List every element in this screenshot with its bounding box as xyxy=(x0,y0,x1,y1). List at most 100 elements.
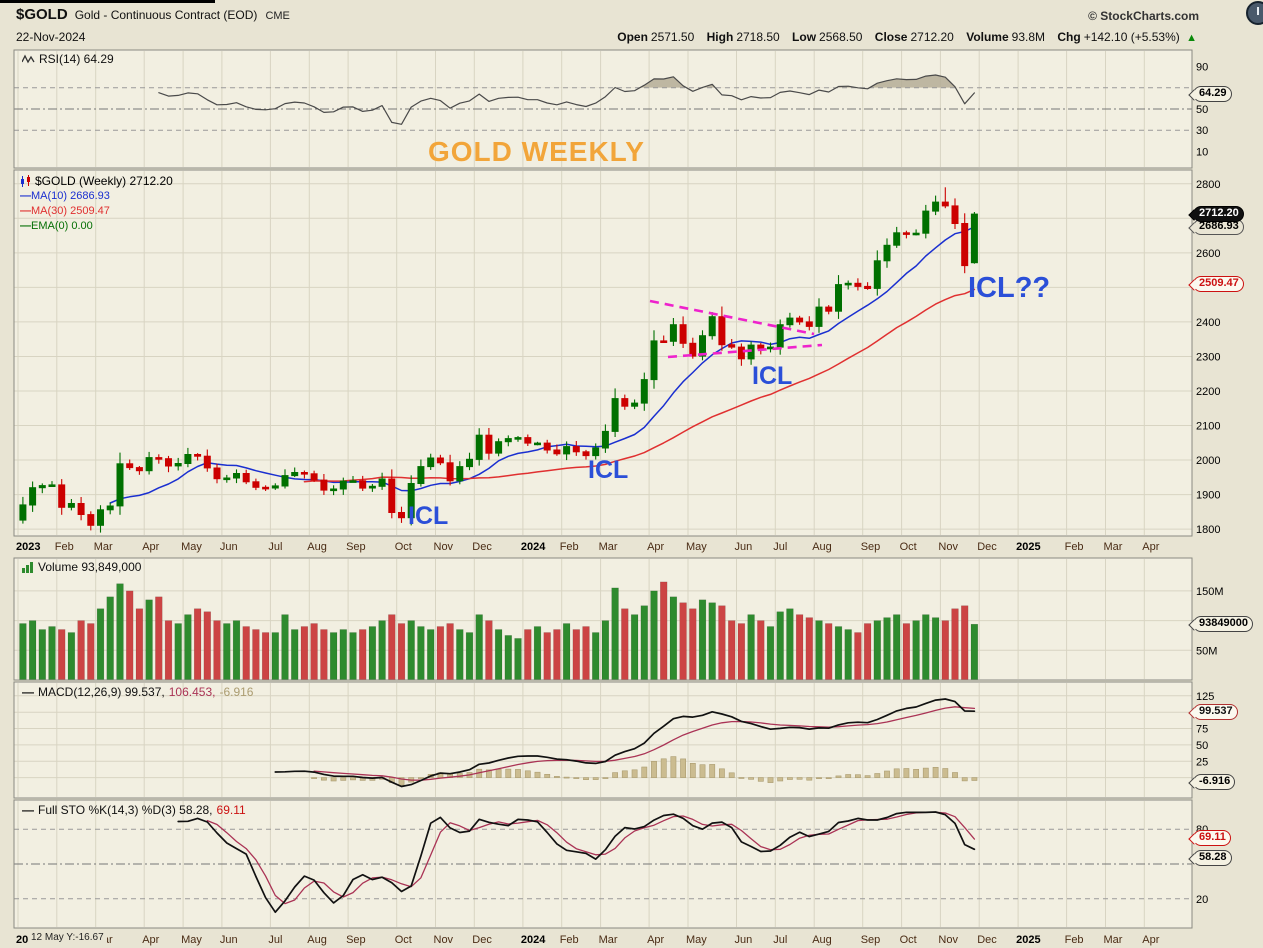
volume-value-callout: 93849000 xyxy=(1193,616,1253,632)
month-label: Jul xyxy=(773,934,787,946)
icl-annotation-jul-2024: ICL xyxy=(752,362,793,390)
price-tick-label: 1900 xyxy=(1196,490,1220,502)
stockcharts-credit: © StockCharts.com xyxy=(1088,9,1199,23)
price-tick-label: 2100 xyxy=(1196,421,1220,433)
month-label: Sep xyxy=(346,934,366,946)
price-main-label: $GOLD (Weekly) 2712.20 xyxy=(20,174,173,189)
icl-question-annotation: ICL?? xyxy=(968,272,1051,304)
corner-widget-icon[interactable] xyxy=(1246,1,1263,25)
sto-panel-border xyxy=(13,799,1193,929)
macd-tick-label: 75 xyxy=(1196,724,1208,736)
open-value: 2571.50 xyxy=(650,30,695,44)
price-tick-label: 2600 xyxy=(1196,248,1220,260)
macd-tick-label: 25 xyxy=(1196,756,1208,768)
macd-hist-value: -6.916 xyxy=(219,685,254,699)
sto-tick-label: 20 xyxy=(1196,894,1208,906)
price-label-text: $GOLD (Weekly) 2712.20 xyxy=(35,174,173,188)
month-label: 2024 xyxy=(521,541,546,553)
chg-label: Chg xyxy=(1057,30,1081,44)
vol-tick-label: 150M xyxy=(1196,586,1224,598)
month-label: Sep xyxy=(861,934,881,946)
month-label: Jul xyxy=(773,541,787,553)
macd-tick-label: 50 xyxy=(1196,740,1208,752)
month-label: Nov xyxy=(938,541,958,553)
month-label: Jun xyxy=(220,541,238,553)
month-label: May xyxy=(181,541,202,553)
rsi-panel-border xyxy=(13,49,1193,169)
rsi-tick-label: 30 xyxy=(1196,125,1208,137)
rsi-icon xyxy=(22,54,35,64)
price-tick-label: 2200 xyxy=(1196,386,1220,398)
month-label: Apr xyxy=(1142,934,1159,946)
month-label: Feb xyxy=(560,541,579,553)
macd-signal-value: 106.453, xyxy=(168,685,216,699)
month-label: Nov xyxy=(434,934,454,946)
volume-value: 93.8M xyxy=(1011,30,1046,44)
rsi-label-text: RSI(14) 64.29 xyxy=(39,52,114,66)
sto-d-value: 69.11 xyxy=(216,803,246,817)
month-label: Feb xyxy=(1065,934,1084,946)
ma30-value-callout: 2509.47 xyxy=(1193,276,1244,292)
price-panel-border xyxy=(13,169,1193,537)
bottom-axis-artifact: 12 May Y:-16.67 xyxy=(28,931,107,945)
month-label: 2025 xyxy=(1016,541,1040,553)
month-label: Apr xyxy=(647,934,664,946)
rsi-tick-label: 50 xyxy=(1196,104,1208,116)
month-label: Aug xyxy=(812,541,832,553)
price-tick-label: 2400 xyxy=(1196,317,1220,329)
month-label: Mar xyxy=(1104,541,1123,553)
ohlc-quote-row: Open 2571.50 High 2718.50 Low 2568.50 Close… xyxy=(617,30,1197,44)
vol-tick-label: 50M xyxy=(1196,645,1217,657)
price-tick-label: 1800 xyxy=(1196,524,1220,536)
month-label: Aug xyxy=(307,934,327,946)
macd-hist-callout: -6.916 xyxy=(1193,774,1236,790)
ma30-legend: —MA(30) 2509.47 xyxy=(20,204,173,219)
month-label: Jun xyxy=(220,934,238,946)
month-label: Dec xyxy=(472,541,492,553)
price-tick-label: 2000 xyxy=(1196,455,1220,467)
month-label: Aug xyxy=(307,541,327,553)
month-label: Mar xyxy=(1104,934,1123,946)
icl-annotation-oct-2023: ICL xyxy=(408,502,449,530)
volume-icon xyxy=(22,561,33,573)
chart-date: 22-Nov-2024 xyxy=(16,30,86,44)
rsi-tick-label: 90 xyxy=(1196,62,1208,74)
chart-header: $GOLD Gold - Continuous Contract (EOD) C… xyxy=(16,6,290,23)
month-label: Apr xyxy=(1142,541,1159,553)
sto-label-text: Full STO %K(14,3) %D(3) 58.28, xyxy=(38,803,213,817)
price-tick-label: 2300 xyxy=(1196,352,1220,364)
macd-value-callout: 99.537 xyxy=(1193,704,1238,720)
month-label: Jun xyxy=(735,541,753,553)
month-label: May xyxy=(181,934,202,946)
low-value: 2568.50 xyxy=(819,30,863,44)
top-border-bar xyxy=(0,0,215,3)
month-label: Feb xyxy=(560,934,579,946)
sto-d-callout: 69.11 xyxy=(1193,830,1231,846)
macd-icon: — xyxy=(22,685,34,699)
ema-legend: —EMA(0) 0.00 xyxy=(20,219,173,234)
month-label: 2023 xyxy=(16,541,40,553)
exchange-label: CME xyxy=(265,10,290,22)
month-label: Dec xyxy=(472,934,492,946)
month-label: Oct xyxy=(395,934,412,946)
month-label: Apr xyxy=(142,934,159,946)
month-label: Apr xyxy=(142,541,159,553)
month-label: May xyxy=(686,541,707,553)
ma10-legend: —MA(10) 2686.93 xyxy=(20,189,173,204)
month-label: Mar xyxy=(94,541,113,553)
vol-panel-border xyxy=(13,557,1193,681)
rsi-panel-label: RSI(14) 64.29 xyxy=(22,52,114,66)
ma10-swatch-icon: — xyxy=(20,190,31,202)
month-label: Oct xyxy=(395,541,412,553)
month-label: Aug xyxy=(812,934,832,946)
ma10-label-text: MA(10) 2686.93 xyxy=(31,190,110,202)
month-label: Dec xyxy=(977,541,997,553)
price-tick-label: 2800 xyxy=(1196,179,1220,191)
month-label: Sep xyxy=(861,541,881,553)
volume-label-text: Volume 93,849,000 xyxy=(38,560,142,574)
month-label: Nov xyxy=(434,541,454,553)
close-value: 2712.20 xyxy=(910,30,954,44)
chg-value: +142.10 (+5.53%) xyxy=(1083,30,1180,44)
